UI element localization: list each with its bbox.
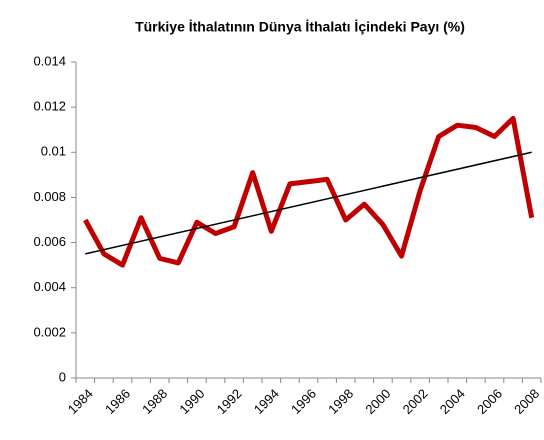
x-tick-label: 1992 — [214, 386, 245, 417]
y-tick-label: 0.004 — [33, 279, 66, 294]
x-tick-label: 1984 — [65, 386, 96, 417]
x-tick-label: 2000 — [362, 386, 393, 417]
data-line — [83, 115, 535, 268]
y-tick-label: 0.014 — [33, 53, 66, 68]
trend-line — [85, 151, 532, 255]
x-tick-label: 2002 — [400, 386, 431, 417]
y-tick-label: 0.01 — [41, 144, 66, 159]
y-tick-label: 0.006 — [33, 234, 66, 249]
x-tick-label: 2008 — [511, 386, 542, 417]
y-tick-label: 0.012 — [33, 99, 66, 114]
x-tick-label: 1996 — [288, 386, 319, 417]
x-tick-label: 2006 — [474, 386, 505, 417]
y-tick-label: 0.008 — [33, 189, 66, 204]
x-tick-label: 1994 — [251, 386, 282, 417]
y-tick-label: 0.002 — [33, 324, 66, 339]
x-tick-label: 1988 — [139, 386, 170, 417]
x-tick-label: 1990 — [176, 386, 207, 417]
x-tick-label: 1986 — [102, 386, 133, 417]
x-tick-label: 2004 — [437, 386, 468, 417]
x-tick-label: 1998 — [325, 386, 356, 417]
y-tick-label: 0 — [59, 369, 66, 384]
chart-title: Türkiye İthalatının Dünya İthalatı İçind… — [135, 19, 465, 35]
